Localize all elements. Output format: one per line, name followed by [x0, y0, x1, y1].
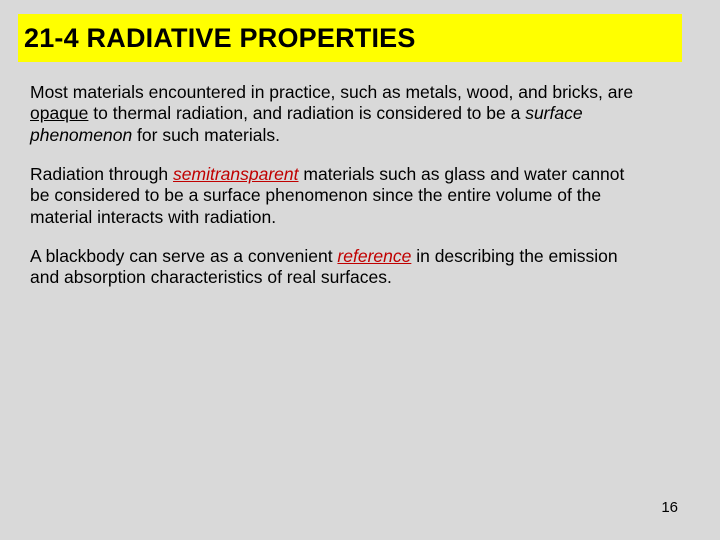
page-number: 16 [661, 499, 678, 516]
p2-text-1: Radiation through [30, 164, 173, 184]
p3-text-1: A blackbody can serve as a convenient [30, 246, 337, 266]
p2-semitransparent: semitransparent [173, 164, 298, 184]
p1-text-1: Most materials encountered in practice, … [30, 82, 633, 102]
section-title-band: 21-4 RADIATIVE PROPERTIES [18, 14, 682, 62]
section-title: 21-4 RADIATIVE PROPERTIES [24, 23, 416, 54]
p1-opaque: opaque [30, 103, 88, 123]
paragraph-1: Most materials encountered in practice, … [30, 82, 634, 146]
p3-reference: reference [337, 246, 411, 266]
p1-text-3: for such materials. [132, 125, 280, 145]
paragraph-3: A blackbody can serve as a convenient re… [30, 246, 634, 289]
paragraph-2: Radiation through semitransparent materi… [30, 164, 634, 228]
p1-text-2: to thermal radiation, and radiation is c… [88, 103, 525, 123]
